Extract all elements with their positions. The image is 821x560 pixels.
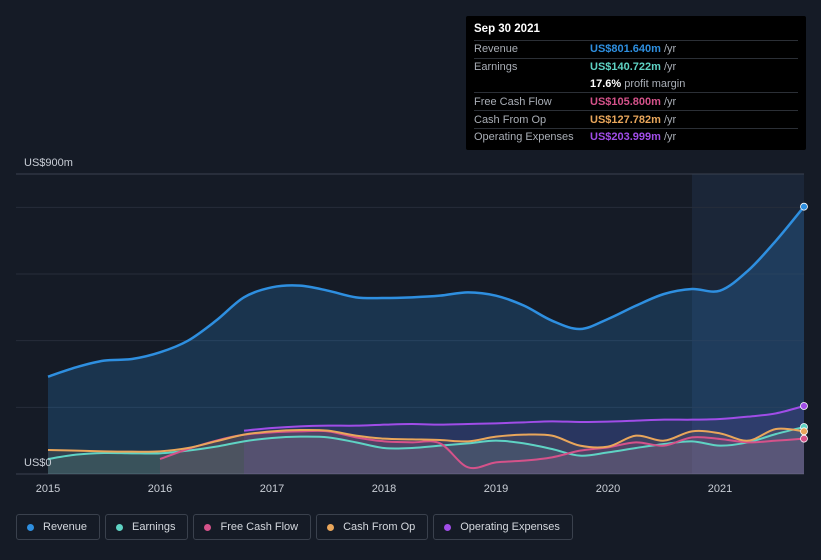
tooltip-row-label: Cash From Op	[474, 113, 547, 126]
operating-expenses-area	[244, 406, 804, 474]
legend-item-free-cash-flow[interactable]: Free Cash Flow	[193, 514, 312, 540]
tooltip-row-value: US$105.800m	[590, 95, 661, 108]
tooltip-rows: Revenue US$801.640m/yr Earnings US$140.722m…	[474, 40, 798, 146]
series-lines	[47, 205, 805, 470]
tooltip-row-unit: /yr	[663, 95, 677, 108]
tooltip-row: Revenue US$801.640m/yr	[474, 40, 798, 58]
revenue-endpoint	[800, 202, 808, 211]
legend-item-label: Earnings	[132, 521, 176, 533]
tooltip-row-value: US$203.999m	[590, 131, 661, 144]
operating-expenses-line	[243, 405, 805, 432]
tooltip-row: Free Cash Flow US$105.800m/yr	[474, 92, 798, 110]
tooltip-row-value: US$801.640m	[590, 43, 661, 56]
legend-item-cash-from-op[interactable]: Cash From Op	[316, 514, 429, 540]
legend-item-label: Free Cash Flow	[220, 521, 299, 533]
legend-dot-icon	[327, 523, 335, 531]
gridlines	[16, 173, 804, 475]
legend-item-label: Cash From Op	[343, 521, 416, 533]
tooltip-row: 17.6% profit margin	[474, 76, 798, 93]
cash-from-op-area	[48, 428, 804, 474]
tooltip-row-label: Revenue	[474, 43, 519, 56]
x-tick-label: 2016	[148, 483, 172, 495]
legend-dot-icon	[27, 523, 34, 531]
x-tick-label: 2021	[708, 483, 732, 495]
tooltip-row-unit: /yr	[663, 43, 677, 56]
cash-from-op-endpoint	[800, 427, 808, 436]
x-tick-label: 2020	[596, 483, 620, 495]
x-tick-label: 2015	[36, 483, 60, 495]
revenue-area	[48, 206, 804, 474]
tooltip-row: Earnings US$140.722m/yr	[474, 57, 798, 76]
cash-from-op-line	[47, 427, 805, 453]
legend: Revenue Earnings Free Cash Flow Cash From O…	[16, 514, 573, 540]
series-areas	[48, 206, 804, 474]
tooltip-row: Operating Expenses US$203.999m/yr	[474, 127, 798, 146]
series-endpoints	[800, 202, 808, 443]
tooltip-row-unit: /yr	[663, 131, 677, 144]
tooltip-row-value: 17.6%	[590, 77, 622, 90]
revenue-line	[47, 205, 805, 378]
x-tick-label: 2017	[260, 483, 284, 495]
legend-dot-icon	[116, 523, 124, 531]
tooltip-row-unit: profit margin	[624, 77, 686, 90]
tooltip-row-unit: /yr	[663, 61, 677, 74]
tooltip-row-value: US$127.782m	[590, 113, 661, 126]
highlight-band	[692, 174, 804, 474]
earnings-area	[48, 427, 804, 474]
y-axis-bottom-label: US$0	[24, 457, 52, 469]
tooltip: Sep 30 2021 Revenue US$801.640m/yr Earning…	[466, 16, 806, 150]
legend-item-revenue[interactable]: Revenue	[16, 514, 101, 540]
x-tick-label: 2019	[484, 483, 508, 495]
x-tick-label: 2018	[372, 483, 396, 495]
tooltip-row: Cash From Op US$127.782m/yr	[474, 110, 798, 128]
legend-item-earnings[interactable]: Earnings	[105, 514, 189, 540]
y-axis-top-label: US$900m	[24, 157, 73, 169]
tooltip-row-label: Earnings	[474, 61, 518, 74]
legend-item-operating-expenses[interactable]: Operating Expenses	[433, 514, 573, 540]
legend-item-label: Revenue	[43, 521, 88, 533]
free-cash-flow-area	[160, 430, 804, 474]
tooltip-row-value: US$140.722m	[590, 61, 661, 74]
operating-expenses-endpoint	[800, 402, 808, 410]
tooltip-row-label: Operating Expenses	[474, 131, 574, 144]
legend-dot-icon	[444, 523, 452, 531]
tooltip-date: Sep 30 2021	[474, 23, 540, 35]
x-axis-ticks: 2015 2016 2017 2018 2019 2020 2021	[36, 483, 732, 495]
free-cash-flow-endpoint	[800, 434, 808, 443]
legend-item-label: Operating Expenses	[460, 521, 560, 533]
tooltip-row-label: Free Cash Flow	[474, 95, 552, 108]
tooltip-row-unit: /yr	[663, 113, 677, 126]
legend-dot-icon	[204, 523, 212, 531]
